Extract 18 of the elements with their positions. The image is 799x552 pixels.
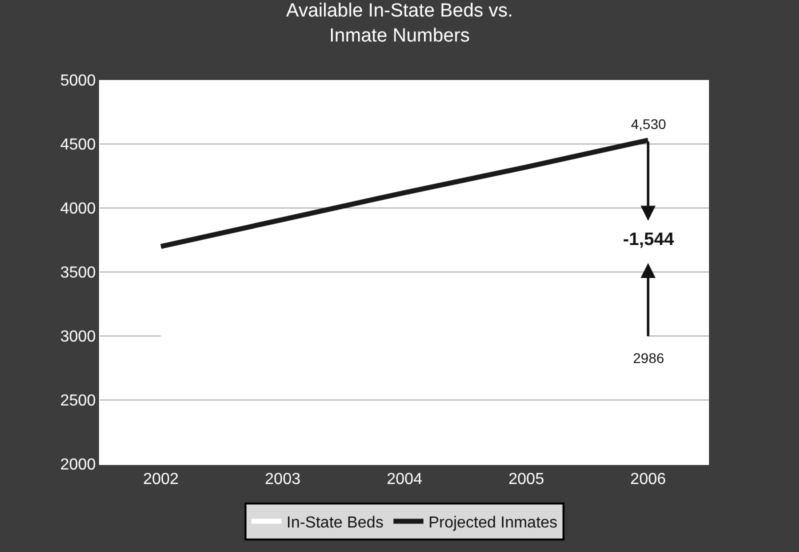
legend-label: Projected Inmates	[428, 514, 558, 532]
x-tick-label: 2002	[143, 471, 179, 488]
y-tick-label: 2000	[60, 456, 96, 474]
legend-label: In-State Beds	[286, 514, 384, 532]
y-tick-label: 4000	[60, 200, 96, 218]
y-tick-label: 5000	[60, 72, 96, 90]
annotation: 2986	[633, 350, 664, 366]
x-tick-label: 2004	[386, 471, 422, 488]
x-tick-label: 2006	[630, 471, 666, 488]
y-tick-label: 2500	[60, 392, 96, 410]
y-tick-label: 3000	[60, 328, 96, 346]
y-tick-label: 3500	[60, 264, 96, 282]
annotation: -1,544	[623, 229, 674, 249]
chart-title: Available In-State Beds vs. Inmate Numbers	[286, 0, 513, 46]
x-tick-label: 2005	[508, 471, 544, 488]
y-tick-label: 4500	[60, 136, 96, 154]
x-tick-label: 2003	[264, 471, 301, 488]
annotation: 4,530	[631, 116, 666, 132]
